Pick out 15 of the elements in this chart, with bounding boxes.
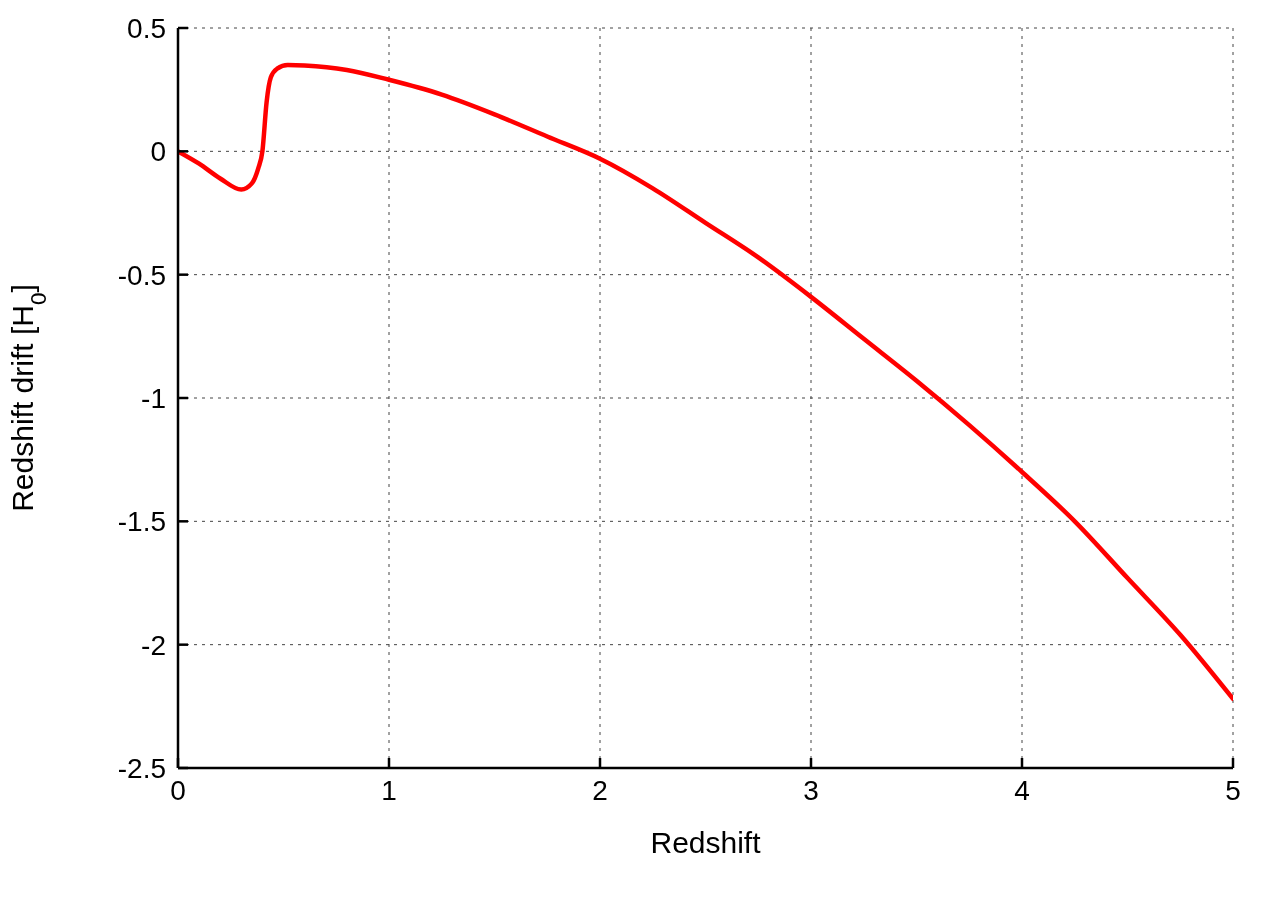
- y-tick-label: -1.5: [117, 506, 166, 538]
- y-tick-label: -2.5: [117, 752, 166, 784]
- x-tick-label: 2: [592, 774, 608, 806]
- x-tick-label: 4: [1014, 774, 1030, 806]
- x-tick-label: 5: [1225, 774, 1241, 806]
- x-tick-label: 1: [381, 774, 397, 806]
- line-series: [178, 62, 1233, 702]
- x-tick-label: 0: [170, 774, 186, 806]
- y-tick-label: -0.5: [117, 259, 166, 291]
- y-tick-label: 0.5: [127, 12, 166, 44]
- x-tick-label: 3: [803, 774, 819, 806]
- y-tick-label: -1: [141, 382, 166, 414]
- y-tick-label: -2: [141, 629, 166, 661]
- x-axis-title: Redshift: [650, 826, 762, 859]
- y-tick-label: 0: [150, 136, 166, 168]
